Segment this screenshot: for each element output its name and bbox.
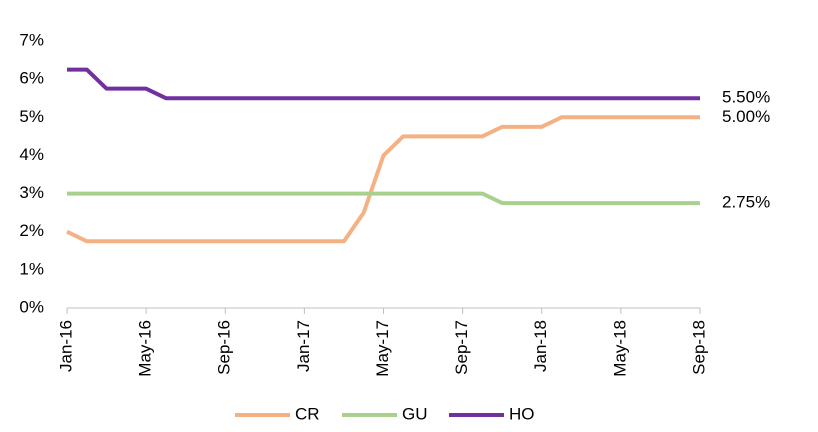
x-tick-label: Sep-17 xyxy=(452,320,471,375)
x-tick-label: Sep-18 xyxy=(689,320,708,375)
legend-label: CR xyxy=(295,404,320,423)
x-tick-label: Sep-16 xyxy=(215,320,234,375)
series-line xyxy=(67,191,700,206)
series-line xyxy=(67,67,700,101)
end-label: 5.50% xyxy=(722,88,770,107)
y-tick-label: 2% xyxy=(19,221,44,240)
x-tick-label: May-16 xyxy=(136,320,155,377)
y-tick-label: 5% xyxy=(19,107,44,126)
y-tick-label: 3% xyxy=(19,183,44,202)
x-tick-label: May-18 xyxy=(610,320,629,377)
legend-label: GU xyxy=(402,404,428,423)
end-label: 5.00% xyxy=(722,107,770,126)
series-line xyxy=(66,115,700,244)
x-tick-label: May-17 xyxy=(373,320,392,377)
y-tick-label: 4% xyxy=(19,145,44,164)
x-tick-label: Jan-18 xyxy=(531,320,550,372)
y-tick-label: 0% xyxy=(19,297,44,316)
y-tick-label: 1% xyxy=(19,259,44,278)
x-tick-label: Jan-16 xyxy=(56,320,75,372)
legend-label: HO xyxy=(509,404,535,423)
y-tick-label: 7% xyxy=(19,30,44,49)
y-tick-label: 6% xyxy=(19,69,44,88)
end-label: 2.75% xyxy=(722,193,770,212)
x-tick-label: Jan-17 xyxy=(294,320,313,372)
